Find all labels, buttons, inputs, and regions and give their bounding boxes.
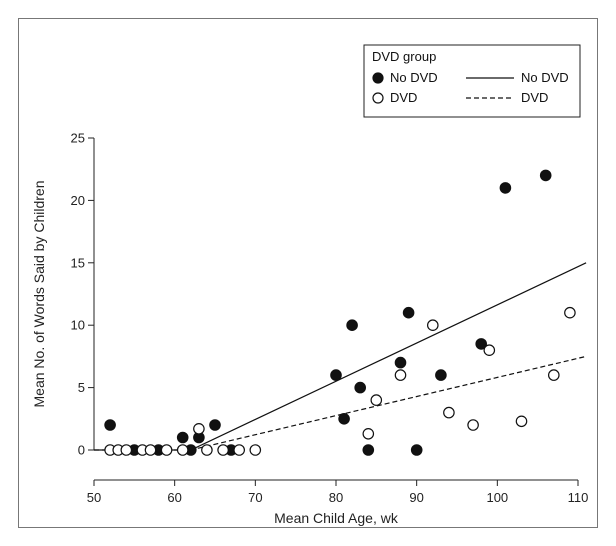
point-dvd — [233, 444, 245, 456]
point-no-dvd — [104, 419, 116, 431]
point-no-dvd — [330, 369, 342, 381]
y-axis-title: Mean No. of Words Said by Children — [31, 181, 47, 408]
point-dvd — [176, 444, 189, 456]
y-tick-label: 10 — [71, 318, 85, 333]
point-no-dvd — [410, 444, 423, 456]
point-no-dvd — [209, 419, 221, 431]
y-tick-label: 25 — [71, 131, 85, 146]
point-dvd — [193, 422, 205, 435]
x-tick-label: 60 — [167, 490, 181, 505]
axes: 0 5 10 15 20 25 50 60 70 80 90 100 110 — [71, 131, 589, 506]
point-dvd — [443, 406, 455, 419]
plot-border — [18, 18, 598, 528]
point-dvd — [394, 369, 407, 381]
x-tick-label: 110 — [568, 490, 589, 505]
y-tick-label: 20 — [71, 193, 85, 208]
point-dvd — [564, 306, 576, 319]
point-dvd — [144, 444, 157, 456]
point-dvd — [160, 444, 173, 456]
legend-marker-label: No DVD — [390, 70, 438, 85]
point-dvd — [370, 394, 383, 406]
x-tick-label: 50 — [87, 490, 101, 505]
legend: DVD group No DVD DVD No DVD DVD — [363, 44, 581, 118]
point-no-dvd — [435, 369, 447, 381]
x-tick-label: 100 — [486, 490, 508, 505]
fit-line-dvd — [94, 355, 587, 451]
point-dvd — [426, 319, 439, 331]
y-tick-label: 15 — [71, 255, 85, 270]
legend-marker — [372, 72, 384, 84]
point-no-dvd — [346, 319, 358, 331]
point-dvd — [217, 444, 229, 456]
legend-marker — [372, 92, 384, 104]
point-dvd — [249, 444, 262, 456]
x-axis-title: Mean Child Age, wk — [274, 510, 399, 526]
y-tick-label: 0 — [78, 443, 85, 458]
point-no-dvd — [338, 412, 350, 425]
x-tick-label: 90 — [409, 490, 423, 505]
point-no-dvd — [539, 169, 552, 182]
data-points — [104, 169, 576, 456]
legend-line-label: No DVD — [521, 70, 569, 85]
legend-marker-label: DVD — [390, 90, 417, 105]
point-dvd — [547, 369, 560, 381]
point-no-dvd — [176, 431, 189, 444]
point-no-dvd — [475, 338, 487, 350]
x-tick-label: 80 — [329, 490, 343, 505]
legend-line-label: DVD — [521, 90, 548, 105]
point-dvd — [483, 344, 496, 356]
point-dvd — [120, 444, 133, 456]
legend-title: DVD group — [372, 49, 436, 64]
legend-box — [363, 44, 581, 118]
point-dvd — [515, 415, 528, 428]
point-dvd — [201, 444, 213, 456]
x-tick-label: 70 — [248, 490, 262, 505]
point-no-dvd — [394, 356, 407, 369]
point-no-dvd — [362, 444, 375, 456]
point-no-dvd — [402, 306, 415, 319]
point-no-dvd — [354, 381, 366, 394]
y-tick-label: 5 — [78, 380, 85, 395]
point-dvd — [467, 419, 479, 431]
point-dvd — [362, 427, 375, 440]
point-no-dvd — [499, 182, 512, 194]
